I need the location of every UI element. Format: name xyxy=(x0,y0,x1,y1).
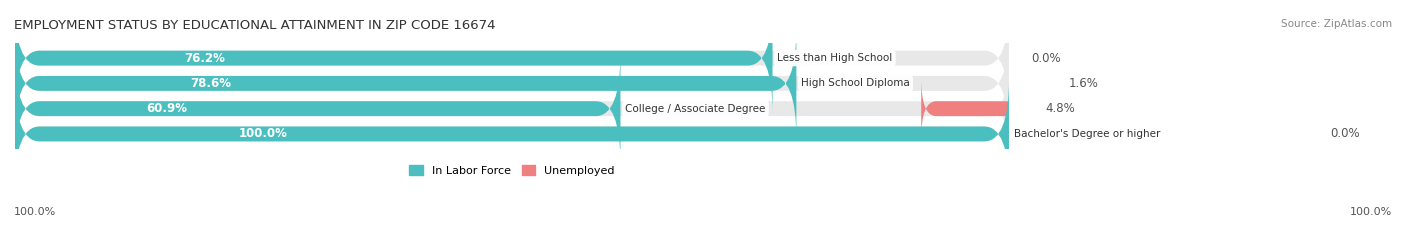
FancyBboxPatch shape xyxy=(15,2,1010,114)
FancyBboxPatch shape xyxy=(15,2,772,114)
FancyBboxPatch shape xyxy=(15,28,1010,139)
FancyBboxPatch shape xyxy=(15,28,796,139)
Text: 0.0%: 0.0% xyxy=(1031,52,1062,65)
Text: 100.0%: 100.0% xyxy=(239,127,288,140)
Text: 76.2%: 76.2% xyxy=(184,52,225,65)
Text: Source: ZipAtlas.com: Source: ZipAtlas.com xyxy=(1281,19,1392,29)
Text: Less than High School: Less than High School xyxy=(778,53,893,63)
FancyBboxPatch shape xyxy=(921,78,1040,139)
Text: EMPLOYMENT STATUS BY EDUCATIONAL ATTAINMENT IN ZIP CODE 16674: EMPLOYMENT STATUS BY EDUCATIONAL ATTAINM… xyxy=(14,19,495,32)
Text: 1.6%: 1.6% xyxy=(1069,77,1099,90)
FancyBboxPatch shape xyxy=(15,53,620,164)
FancyBboxPatch shape xyxy=(15,78,1010,190)
Text: 100.0%: 100.0% xyxy=(1350,207,1392,217)
FancyBboxPatch shape xyxy=(1024,53,1064,114)
Text: Bachelor's Degree or higher: Bachelor's Degree or higher xyxy=(1014,129,1160,139)
Text: 60.9%: 60.9% xyxy=(146,102,187,115)
Text: High School Diploma: High School Diploma xyxy=(801,78,910,88)
Text: 78.6%: 78.6% xyxy=(190,77,231,90)
Text: 0.0%: 0.0% xyxy=(1330,127,1360,140)
FancyBboxPatch shape xyxy=(15,78,1010,190)
Text: 100.0%: 100.0% xyxy=(14,207,56,217)
Text: 4.8%: 4.8% xyxy=(1046,102,1076,115)
Text: College / Associate Degree: College / Associate Degree xyxy=(626,104,766,114)
FancyBboxPatch shape xyxy=(15,53,1010,164)
Legend: In Labor Force, Unemployed: In Labor Force, Unemployed xyxy=(405,161,619,181)
